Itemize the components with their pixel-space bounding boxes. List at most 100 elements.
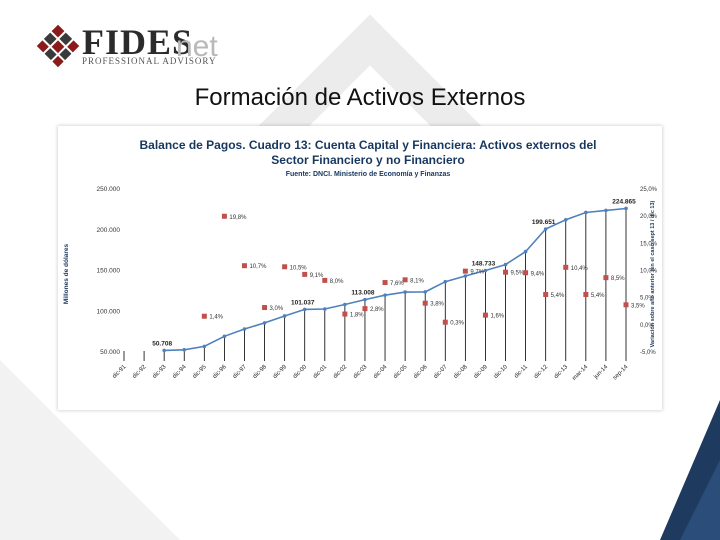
variation-data-label: 3,5%	[631, 303, 645, 309]
stock-data-label: 113.008	[351, 290, 375, 297]
x-tick-label: mar-14	[572, 364, 590, 382]
x-tick-label: dic-13	[553, 364, 569, 380]
variation-marker	[201, 313, 207, 319]
stock-data-point	[363, 297, 367, 302]
x-tick-label: dic-11	[514, 364, 530, 380]
variation-marker	[382, 280, 388, 286]
y-tick-label: 250.000	[97, 186, 121, 193]
variation-data-label: 5,4%	[551, 293, 565, 299]
stock-data-point	[323, 307, 327, 311]
stock-data-point	[202, 344, 207, 349]
stock-data-point	[584, 210, 588, 215]
x-tick-label: dic-00	[292, 364, 308, 380]
x-tick-label: dic-07	[433, 364, 449, 380]
y-tick-label: 200.000	[97, 227, 121, 234]
x-tick-label: dic-03	[353, 364, 369, 380]
variation-data-label: 3,0%	[270, 306, 284, 312]
stock-data-label: 199.651	[532, 219, 556, 226]
variation-data-label: 9,7%	[470, 270, 484, 276]
x-tick-label: dic-99	[272, 364, 288, 380]
y2-tick-label: 20,0%	[640, 214, 658, 220]
stock-data-point	[403, 290, 407, 294]
variation-data-label: 3,8%	[430, 302, 444, 308]
x-tick-label: dic-02	[332, 364, 348, 380]
variation-marker	[282, 264, 288, 270]
stock-data-point	[282, 314, 287, 318]
variation-data-label: 10,5%	[290, 265, 308, 271]
x-tick-label: dic-94	[172, 364, 188, 380]
x-tick-label: jun-14	[593, 364, 610, 381]
x-tick-label: dic-95	[192, 364, 208, 380]
variation-marker	[603, 275, 609, 281]
stock-data-label: 50.708	[152, 340, 172, 347]
x-tick-label: dic-08	[453, 364, 469, 380]
y2-tick-label: -5,0%	[640, 350, 656, 356]
x-tick-label: dic-06	[413, 364, 429, 380]
y-tick-label: 150.000	[97, 268, 121, 275]
x-tick-label: dic-93	[152, 364, 168, 380]
x-tick-label: dic-96	[212, 364, 228, 380]
chart-frame: Balance de Pagos. Cuadro 13: Cuenta Capi…	[58, 126, 662, 410]
x-tick-label: sep-14	[612, 364, 630, 382]
stock-data-point	[343, 302, 347, 307]
variation-marker	[322, 277, 328, 283]
stock-data-point	[262, 321, 267, 325]
stock-data-label: 101.037	[291, 299, 315, 306]
y2-tick-label: 25,0%	[640, 187, 658, 193]
variation-data-label: 1,4%	[209, 315, 223, 321]
variation-data-label: 8,0%	[330, 279, 344, 285]
y2-axis-label: Variación sobre año anterior (en el caso…	[650, 200, 656, 347]
variation-data-label: 19,8%	[229, 215, 247, 221]
stock-data-point	[443, 279, 448, 284]
x-tick-label: dic-04	[373, 364, 389, 380]
stock-data-point	[543, 227, 548, 231]
stock-data-point	[222, 334, 227, 339]
x-tick-label: dic-01	[312, 364, 328, 380]
variation-marker	[623, 302, 629, 308]
y-tick-label: 100.000	[97, 308, 121, 315]
variation-data-label: 9,5%	[511, 271, 525, 277]
stock-data-point	[523, 249, 528, 254]
variation-data-label: 9,1%	[310, 273, 324, 279]
y2-tick-label: 5,0%	[640, 296, 654, 302]
x-tick-label: dic-98	[252, 364, 268, 380]
variation-marker	[462, 268, 468, 274]
variation-marker	[563, 264, 569, 270]
x-tick-label: dic-12	[533, 364, 549, 380]
variation-marker	[482, 312, 488, 318]
variation-data-label: 10,4%	[571, 266, 589, 272]
stock-data-point	[463, 274, 468, 278]
variation-marker	[262, 305, 268, 311]
variation-data-label: 5,4%	[591, 293, 605, 299]
variation-marker	[442, 319, 448, 325]
stock-data-label: 224.865	[612, 198, 636, 205]
variation-marker	[302, 271, 308, 277]
variation-marker	[402, 277, 408, 283]
x-tick-label: dic-92	[132, 364, 148, 380]
chart-title-line1: Balance de Pagos. Cuadro 13: Cuenta Capi…	[139, 138, 596, 152]
stock-data-point	[423, 290, 428, 294]
stock-data-point	[162, 348, 166, 353]
logo-brand-text: FIDES	[82, 22, 194, 62]
variation-data-label: 2,8%	[370, 307, 384, 313]
variation-marker	[342, 311, 348, 317]
variation-data-label: 0,3%	[450, 321, 464, 327]
variation-data-label: 7,6%	[390, 281, 404, 287]
variation-data-label: 1,6%	[490, 314, 504, 320]
plot-area: 50.000 100.000 150.000 200.000 250.000 -5,0% 0…	[97, 186, 658, 382]
variation-marker	[523, 270, 529, 276]
stock-data-point	[242, 327, 247, 331]
variation-data-label: 8,1%	[410, 278, 424, 284]
logo-suffix-text: net	[176, 30, 218, 63]
y2-tick-label: 0,0%	[640, 323, 654, 329]
variation-data-label: 8,5%	[611, 276, 625, 282]
variation-data-label: 10,7%	[249, 264, 267, 270]
chart-subtitle: Fuente: DNCI. Ministerio de Economía y F…	[286, 171, 451, 178]
x-tick-label: dic-10	[493, 364, 509, 380]
logo-subtitle: PROFESSIONAL ADVISORY	[82, 56, 217, 66]
stock-data-point	[182, 347, 187, 352]
variation-marker	[503, 269, 509, 275]
variation-marker	[583, 291, 589, 297]
variation-marker	[221, 213, 227, 219]
x-tick-label: dic-09	[473, 364, 489, 380]
